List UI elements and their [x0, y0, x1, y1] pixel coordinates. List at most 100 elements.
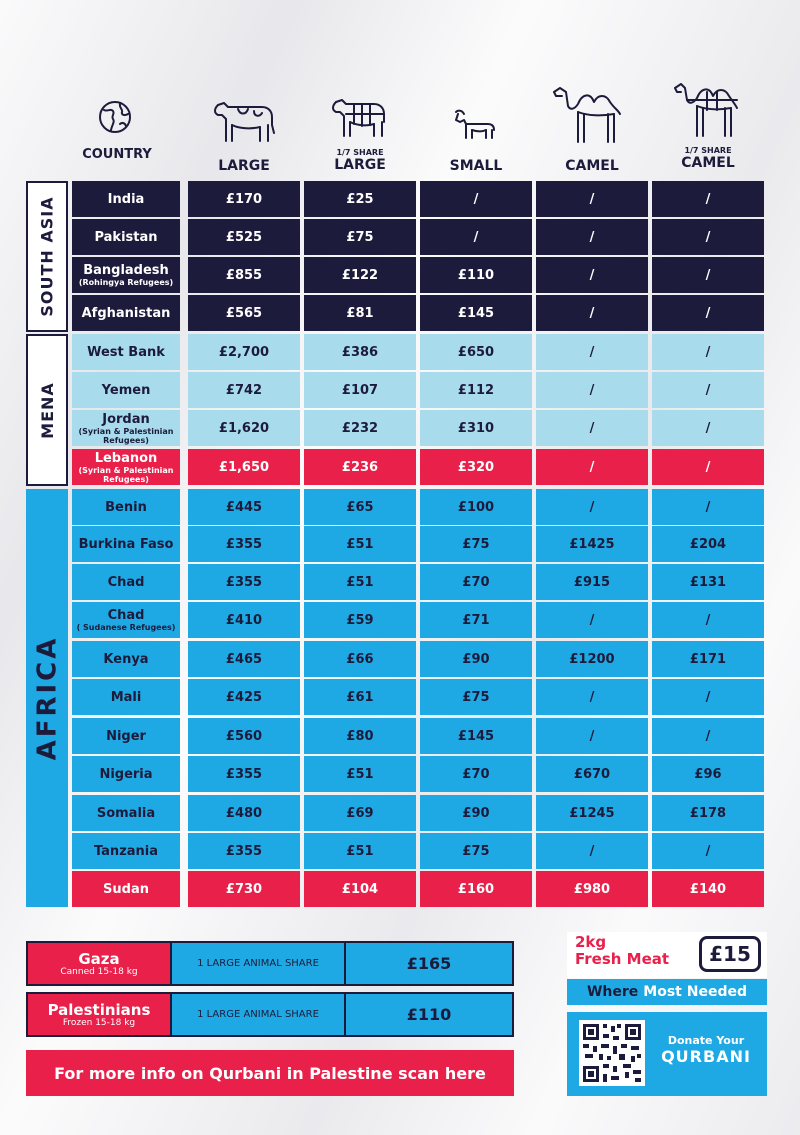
price-cell: £25 [304, 181, 416, 217]
country-name: Tanzania [93, 843, 159, 859]
price-cell: £2,700 [188, 334, 300, 370]
cow-share-icon [320, 92, 400, 140]
country-note: (Syrian & Palestinian Refugees) [78, 426, 174, 445]
price-cell: / [652, 334, 764, 370]
price-cell: / [652, 679, 764, 715]
price-cell: £145 [420, 718, 532, 754]
palestinians-desc: 1 LARGE ANIMAL SHARE [170, 994, 346, 1035]
country-cell: Pakistan [72, 219, 180, 255]
price-cell: / [652, 410, 764, 446]
price-cell: / [536, 295, 648, 331]
header-country: COUNTRY [82, 147, 152, 162]
gaza-price: £165 [346, 943, 512, 984]
country-cell: India [72, 181, 180, 217]
price-cell: £90 [420, 641, 532, 677]
price-cell: £107 [304, 372, 416, 408]
price-cell: £160 [420, 871, 532, 907]
price-cell: £170 [188, 181, 300, 217]
region-mena: MENA [26, 334, 68, 486]
country-cell: Burkina Faso [72, 526, 180, 562]
price-cell: £75 [420, 526, 532, 562]
price-cell: £70 [420, 756, 532, 792]
price-cell: £915 [536, 564, 648, 600]
goat-icon [435, 108, 515, 140]
price-cell: / [536, 718, 648, 754]
country-name: India [107, 191, 145, 207]
country-name: Lebanon [94, 450, 158, 466]
price-cell: / [652, 219, 764, 255]
country-name: West Bank [87, 344, 165, 360]
country-cell: Afghanistan [72, 295, 180, 331]
price-cell: £70 [420, 564, 532, 600]
country-name: Jordan [102, 411, 150, 427]
price-cell: / [652, 181, 764, 217]
price-cell: £1,620 [188, 410, 300, 446]
country-cell: Chad( Sudanese Refugees) [72, 602, 180, 638]
price-cell: £355 [188, 526, 300, 562]
country-cell: Bangladesh (Rohingya Refugees) [72, 257, 180, 293]
region-africa: AFRICA [26, 489, 68, 907]
palestine-info-banner[interactable]: For more info on Qurbani in Palestine sc… [26, 1050, 514, 1096]
price-cell: £51 [304, 526, 416, 562]
price-cell: £112 [420, 372, 532, 408]
price-cell: £310 [420, 410, 532, 446]
country-name: Chad [107, 608, 145, 623]
fresh-meat-price: £15 [699, 936, 761, 972]
country-name: Nigeria [99, 766, 153, 782]
country-cell: Benin [72, 489, 180, 525]
country-cell: Mali [72, 679, 180, 715]
qr-code[interactable] [579, 1020, 645, 1086]
country-name: Afghanistan [81, 305, 171, 321]
header-share-camel: 1/7 SHARE CAMEL [681, 146, 735, 171]
price-cell: / [536, 372, 648, 408]
price-cell: £110 [420, 257, 532, 293]
donate-qurbani-box[interactable]: Donate Your QURBANI [567, 1012, 767, 1096]
cow-icon [200, 95, 290, 143]
price-cell: £980 [536, 871, 648, 907]
price-cell: / [652, 718, 764, 754]
header-share-large: 1/7 SHARE LARGE [334, 148, 386, 173]
price-cell: £96 [652, 756, 764, 792]
price-cell: / [420, 219, 532, 255]
header-large: LARGE [218, 158, 270, 174]
country-name: Yemen [101, 382, 151, 398]
price-cell: / [536, 449, 648, 485]
country-cell: Sudan [72, 871, 180, 907]
price-cell: £104 [304, 871, 416, 907]
price-cell: / [536, 602, 648, 638]
price-cell: / [652, 833, 764, 869]
price-cell: / [420, 181, 532, 217]
price-cell: £232 [304, 410, 416, 446]
price-cell: £1200 [536, 641, 648, 677]
country-cell: West Bank [72, 334, 180, 370]
price-cell: £75 [420, 833, 532, 869]
price-cell: / [536, 257, 648, 293]
camel-share-icon [668, 78, 748, 138]
country-cell: Tanzania [72, 833, 180, 869]
price-cell: £61 [304, 679, 416, 715]
price-cell: £178 [652, 795, 764, 831]
price-cell: / [536, 181, 648, 217]
price-cell: £355 [188, 756, 300, 792]
price-cell: / [652, 257, 764, 293]
country-note: (Syrian & Palestinian Refugees) [78, 465, 174, 484]
price-cell: £560 [188, 718, 300, 754]
price-cell: £171 [652, 641, 764, 677]
country-name: Bangladesh [83, 263, 169, 278]
price-cell: £145 [420, 295, 532, 331]
country-name: Mali [110, 689, 142, 705]
price-cell: £386 [304, 334, 416, 370]
price-cell: £410 [188, 602, 300, 638]
country-name: Somalia [96, 805, 156, 821]
price-cell: £445 [188, 489, 300, 525]
price-cell: / [536, 410, 648, 446]
palestinians-price: £110 [346, 994, 512, 1035]
price-cell: £670 [536, 756, 648, 792]
price-cell: £204 [652, 526, 764, 562]
price-cell: £650 [420, 334, 532, 370]
price-cell: £66 [304, 641, 416, 677]
camel-icon [545, 82, 635, 144]
price-cell: £425 [188, 679, 300, 715]
gaza-desc: 1 LARGE ANIMAL SHARE [170, 943, 346, 984]
price-cell: £320 [420, 449, 532, 485]
